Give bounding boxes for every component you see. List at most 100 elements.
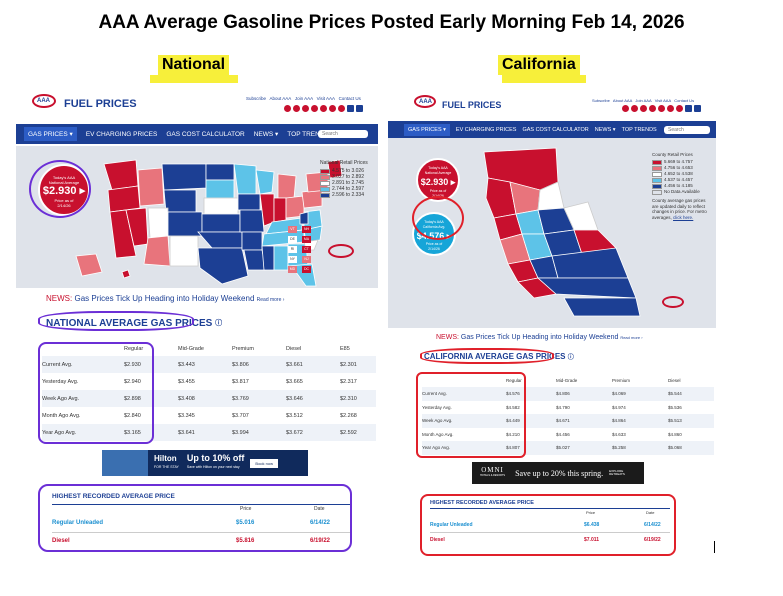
nav-gas-prices[interactable]: GAS PRICES ▾: [404, 123, 450, 136]
highest-diesel-label[interactable]: Diesel: [52, 538, 70, 544]
highest-regular-label[interactable]: Regular Unleaded: [52, 520, 104, 526]
state-box-ct[interactable]: CT: [302, 246, 311, 253]
state-mi[interactable]: [277, 173, 297, 199]
state-ks[interactable]: [201, 213, 241, 233]
state-wa[interactable]: [103, 159, 139, 191]
state-mt[interactable]: [161, 163, 207, 191]
state-mo[interactable]: [239, 209, 265, 233]
state-box-nj[interactable]: NJ: [302, 256, 311, 263]
state-co[interactable]: [167, 211, 203, 237]
link-contact[interactable]: Contact Us: [674, 98, 695, 103]
nav-calculator[interactable]: GAS COST CALCULATOR: [522, 126, 589, 133]
state-ar[interactable]: [241, 231, 263, 251]
nav-gas-prices[interactable]: GAS PRICES ▾: [24, 127, 77, 141]
county-riverside[interactable]: [536, 277, 637, 299]
metro-link[interactable]: click here.: [673, 214, 694, 220]
nav-ev-charging[interactable]: EV CHARGING PRICES: [85, 130, 158, 138]
social-icon[interactable]: [311, 105, 318, 112]
state-box-ny[interactable]: NY: [288, 256, 297, 263]
state-box-ri[interactable]: RI: [288, 246, 297, 253]
highest-diesel-label[interactable]: Diesel: [430, 537, 445, 543]
state-nd[interactable]: [205, 163, 235, 181]
aaa-logo-icon[interactable]: [32, 94, 56, 108]
print-icon[interactable]: [356, 105, 363, 112]
state-in[interactable]: [273, 197, 287, 223]
highest-regular-label[interactable]: Regular Unleaded: [430, 522, 473, 528]
county-san-diego[interactable]: [563, 297, 641, 317]
nav-calculator[interactable]: GAS COST CALCULATOR: [166, 130, 245, 138]
state-sd[interactable]: [205, 179, 235, 199]
state-ut[interactable]: [147, 207, 169, 239]
social-icon[interactable]: [631, 105, 638, 112]
national-topbar: AAA FUEL PRICES Subscribe About AAA Join…: [16, 90, 378, 118]
state-ok[interactable]: [197, 231, 243, 249]
link-contact[interactable]: Contact Us: [338, 96, 361, 101]
link-subscribe[interactable]: Subscribe: [246, 96, 267, 101]
state-mn[interactable]: [233, 163, 257, 195]
state-box-vt[interactable]: VT: [288, 226, 297, 233]
nav-ev-charging[interactable]: EV CHARGING PRICES: [455, 126, 517, 133]
state-box-dc[interactable]: DC: [302, 266, 311, 273]
state-ms[interactable]: [261, 245, 275, 271]
state-box-de[interactable]: DE: [288, 236, 297, 243]
read-more-link[interactable]: Read more ›: [620, 335, 643, 340]
nav-top-trends[interactable]: TOP TRENDS: [287, 130, 329, 138]
state-wy[interactable]: [163, 189, 197, 213]
state-ne[interactable]: [203, 197, 239, 215]
search-input[interactable]: Search: [318, 130, 368, 138]
read-more-link[interactable]: Read more ›: [256, 297, 285, 303]
link-about[interactable]: About AAA: [269, 96, 292, 101]
book-now-button[interactable]: Book now: [250, 458, 278, 468]
state-tx[interactable]: [197, 247, 249, 285]
social-icon[interactable]: [658, 105, 665, 112]
nav-top-trends[interactable]: TOP TRENDS: [621, 126, 657, 133]
price-cell: $3.994: [232, 424, 286, 441]
share-icon[interactable]: [347, 105, 354, 112]
nav-news[interactable]: NEWS ▾: [253, 131, 279, 138]
link-join[interactable]: Join AAA: [635, 98, 652, 103]
social-icon[interactable]: [320, 105, 327, 112]
nav-news[interactable]: NEWS ▾: [594, 126, 616, 133]
explore-retreats-button[interactable]: EXPLORE RETREATS: [609, 468, 625, 476]
state-wv[interactable]: [299, 211, 309, 225]
link-join[interactable]: Join AAA: [294, 96, 313, 101]
state-pa[interactable]: [301, 189, 323, 209]
state-nm[interactable]: [169, 235, 199, 267]
state-ia[interactable]: [237, 193, 261, 211]
omni-ad[interactable]: OMNI HOTELS & RESORTS Save up to 20% thi…: [472, 462, 644, 484]
link-visit[interactable]: Visit AAA: [316, 96, 335, 101]
link-visit[interactable]: Visit AAA: [654, 98, 671, 103]
hilton-ad[interactable]: Hilton FOR THE STAY Up to 10% off Save w…: [102, 450, 308, 476]
social-icon[interactable]: [284, 105, 291, 112]
state-ca[interactable]: [109, 209, 137, 259]
social-icon[interactable]: [667, 105, 674, 112]
social-icon[interactable]: [649, 105, 656, 112]
search-input[interactable]: Search: [664, 125, 710, 134]
social-icon[interactable]: [329, 105, 336, 112]
social-icon[interactable]: [622, 105, 629, 112]
print-icon[interactable]: [694, 105, 701, 112]
info-icon[interactable]: ⓘ: [215, 320, 223, 327]
social-icon[interactable]: [293, 105, 300, 112]
aaa-logo-icon[interactable]: [414, 95, 436, 108]
state-al[interactable]: [273, 245, 289, 271]
social-icon[interactable]: [302, 105, 309, 112]
national-news[interactable]: NEWS: Gas Prices Tick Up Heading into Ho…: [46, 294, 284, 303]
share-icon[interactable]: [685, 105, 692, 112]
link-about[interactable]: About AAA: [612, 98, 633, 103]
social-icon[interactable]: [338, 105, 345, 112]
state-wi[interactable]: [255, 169, 275, 195]
social-icon[interactable]: [640, 105, 647, 112]
state-or[interactable]: [107, 185, 141, 213]
state-box-ma[interactable]: MA: [302, 236, 311, 243]
state-hi[interactable]: [121, 269, 131, 279]
social-icon[interactable]: [676, 105, 683, 112]
state-ak[interactable]: [75, 253, 103, 277]
info-icon[interactable]: ⓘ: [567, 355, 574, 361]
state-az[interactable]: [143, 235, 171, 267]
link-subscribe[interactable]: Subscribe: [592, 98, 610, 103]
state-box-md[interactable]: MD: [288, 266, 297, 273]
state-box-nh[interactable]: NH: [302, 226, 311, 233]
ca-news[interactable]: NEWS: Gas Prices Tick Up Heading into Ho…: [436, 334, 643, 341]
state-id[interactable]: [137, 167, 165, 207]
